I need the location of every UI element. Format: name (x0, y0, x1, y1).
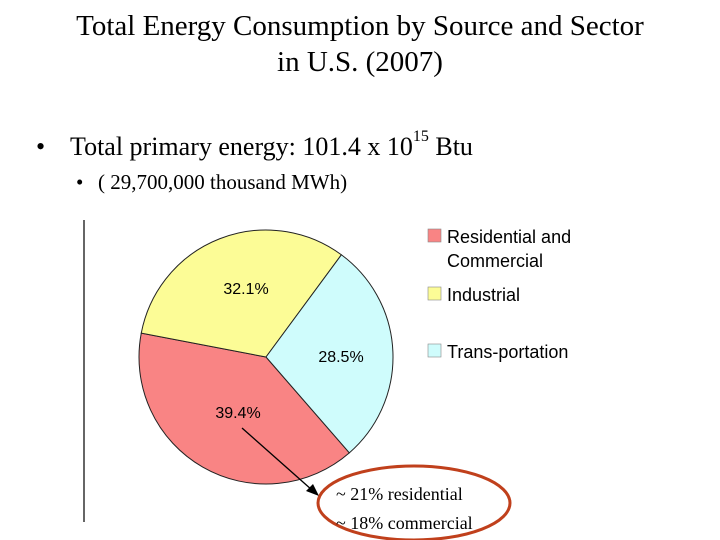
slice-residential-commercial (138, 332, 351, 485)
legend-label: Trans-portation (447, 342, 568, 362)
annotation-highlight-ellipse (316, 464, 512, 540)
bullet-dot-icon: • (36, 132, 46, 161)
label-residential-commercial: 39.4% (215, 405, 260, 422)
bullet-dot-icon: • (76, 170, 84, 194)
bullet-primary-energy: • Total primary energy: 101.4 x 1015 Btu (36, 128, 473, 162)
legend-transportation: Trans-portation (427, 342, 568, 362)
mwh-text: ( 29,700,000 thousand MWh) (98, 170, 348, 194)
title-line-1: Total Energy Consumption by Source and S… (76, 10, 644, 42)
annotation-commercial: ~ 18% commercial (336, 513, 473, 533)
primary-energy-exponent: 15 (412, 128, 429, 146)
legend-swatch (427, 228, 442, 243)
bullet-mwh: • ( 29,700,000 thousand MWh) (76, 170, 347, 195)
annotation-residential: ~ 21% residential (336, 484, 463, 504)
label-transportation: 28.5% (318, 349, 363, 366)
slide-title: Total Energy Consumption by Source and S… (0, 8, 720, 80)
annotation-arrow-head-icon (306, 484, 319, 496)
legend-industrial: Industrial (427, 285, 520, 305)
legend-swatch (427, 286, 442, 301)
legend-swatch (427, 343, 442, 358)
legend-label: Industrial (447, 285, 520, 305)
title-line-2: in U.S. (2007) (277, 46, 443, 78)
legend-label: Commercial (447, 251, 543, 271)
legend-label: Residential and (447, 227, 571, 247)
legend-residential-commercial: Residential and Commercial (427, 227, 571, 271)
annotation-breakdown: ~ 21% residential ~ 18% commercial (336, 480, 473, 538)
slice-transportation (265, 254, 394, 454)
label-industrial: 32.1% (223, 281, 268, 298)
annotation-arrow-line (241, 427, 313, 491)
slice-industrial (140, 229, 343, 358)
primary-energy-text: Total primary energy: 101.4 x 10 (70, 132, 413, 161)
primary-energy-unit: Btu (428, 132, 473, 161)
